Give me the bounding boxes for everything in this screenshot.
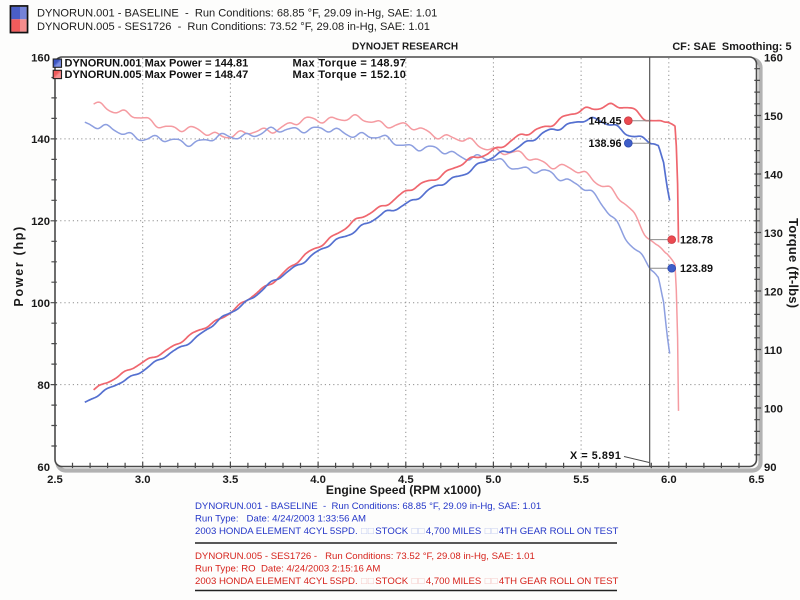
svg-text:5.0: 5.0 — [486, 474, 502, 486]
svg-text:60: 60 — [37, 462, 50, 474]
svg-text:4.5: 4.5 — [398, 474, 414, 486]
svg-text:6.5: 6.5 — [749, 474, 765, 486]
svg-text:140: 140 — [764, 169, 783, 181]
svg-text:100: 100 — [764, 403, 783, 415]
svg-text:128.78: 128.78 — [680, 235, 713, 247]
svg-text:130: 130 — [764, 228, 783, 240]
svg-text:Max Torque = 152.10: Max Torque = 152.10 — [293, 69, 407, 81]
svg-text:144.45: 144.45 — [588, 116, 621, 128]
svg-text:Run Type: Date: 4/24/2003 1:: Run Type: Date: 4/24/2003 1:33:56 AM — [195, 514, 366, 525]
svg-text:Max Torque = 148.97: Max Torque = 148.97 — [293, 58, 407, 70]
svg-text:Power (hp): Power (hp) — [12, 225, 26, 307]
svg-text:2003 HONDA ELEMENT 4CYL 5SPD.: 2003 HONDA ELEMENT 4CYL 5SPD. □□ STOCK □… — [195, 576, 618, 587]
svg-text:Engine Speed (RPM x1000): Engine Speed (RPM x1000) — [326, 483, 481, 497]
svg-text:2003 HONDA ELEMENT 4CYL 5SPD.: 2003 HONDA ELEMENT 4CYL 5SPD. □□ STOCK □… — [195, 526, 618, 537]
svg-text:6.0: 6.0 — [661, 474, 677, 486]
svg-text:CF: SAE Smoothing: 5: CF: SAE Smoothing: 5 — [672, 41, 791, 53]
svg-text:120: 120 — [31, 216, 50, 228]
svg-text:Torque (ft-lbs): Torque (ft-lbs) — [786, 218, 800, 308]
svg-text:140: 140 — [31, 134, 50, 146]
svg-text:X = 5.891: X = 5.891 — [570, 450, 621, 462]
svg-text:138.96: 138.96 — [588, 138, 621, 150]
svg-text:3.5: 3.5 — [223, 474, 239, 486]
svg-text:DYNORUN.001 - BASELINE - Run: DYNORUN.001 - BASELINE - Run Conditions:… — [37, 7, 437, 19]
svg-text:120: 120 — [764, 286, 783, 298]
svg-text:160: 160 — [31, 52, 50, 64]
svg-text:5.5: 5.5 — [573, 474, 589, 486]
svg-text:160: 160 — [764, 52, 783, 64]
svg-text:3.0: 3.0 — [135, 474, 151, 486]
svg-text:DYNORUN.001 Max Power = 144.81: DYNORUN.001 Max Power = 144.81 — [65, 58, 249, 70]
svg-text:100: 100 — [31, 298, 50, 310]
svg-text:150: 150 — [764, 111, 783, 123]
svg-text:110: 110 — [764, 345, 782, 357]
svg-text:DYNORUN.005 - SES1726 - Run: DYNORUN.005 - SES1726 - Run Conditions: … — [195, 551, 535, 562]
svg-text:DYNORUN.005 - SES1726 - Run: DYNORUN.005 - SES1726 - Run Conditions: … — [37, 21, 430, 33]
svg-text:90: 90 — [764, 462, 777, 474]
svg-text:4.0: 4.0 — [310, 474, 326, 486]
svg-text:2.5: 2.5 — [47, 474, 63, 486]
svg-text:80: 80 — [37, 380, 50, 392]
svg-text:123.89: 123.89 — [680, 263, 713, 275]
svg-text:DYNOJET RESEARCH: DYNOJET RESEARCH — [352, 42, 458, 53]
svg-text:DYNORUN.001 - BASELINE - Run: DYNORUN.001 - BASELINE - Run Conditions:… — [195, 501, 541, 512]
svg-text:DYNORUN.005 Max Power = 148.47: DYNORUN.005 Max Power = 148.47 — [65, 69, 249, 81]
svg-text:Run Type: RO Date: 4/24/2003: Run Type: RO Date: 4/24/2003 2:15:16 AM — [195, 564, 380, 575]
